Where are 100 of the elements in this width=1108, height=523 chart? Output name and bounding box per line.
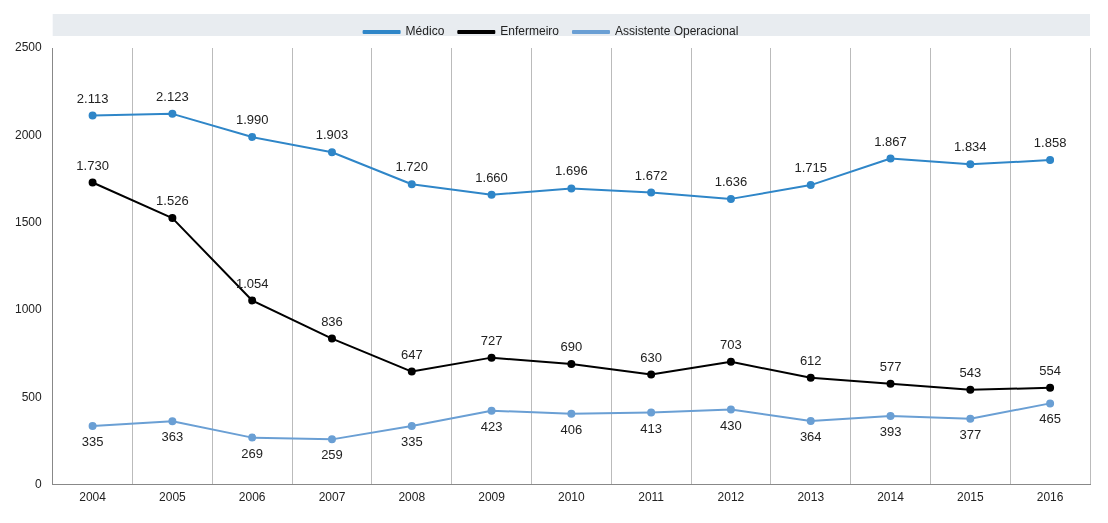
point bbox=[407, 180, 416, 189]
point bbox=[248, 296, 257, 305]
data-label: 647 bbox=[400, 346, 423, 362]
data-label: 1.858 bbox=[1033, 135, 1067, 151]
point bbox=[886, 379, 895, 388]
y-tick-label: 2000 bbox=[14, 127, 43, 142]
data-label: 1.715 bbox=[794, 160, 827, 176]
x-tick-label: 2014 bbox=[877, 490, 905, 505]
data-label: 554 bbox=[1039, 362, 1061, 378]
data-label: 364 bbox=[799, 429, 822, 445]
point bbox=[407, 367, 416, 376]
data-label: 612 bbox=[799, 352, 822, 368]
point bbox=[647, 408, 656, 417]
point bbox=[966, 385, 975, 394]
legend-label: Enfermeiro bbox=[500, 24, 560, 39]
x-tick-label: 2007 bbox=[318, 490, 346, 505]
point bbox=[726, 405, 735, 414]
data-label: 836 bbox=[321, 313, 343, 329]
x-tick-label: 2010 bbox=[558, 490, 586, 505]
data-label: 1.903 bbox=[315, 127, 349, 143]
data-label: 1.990 bbox=[235, 112, 269, 128]
data-label: 577 bbox=[879, 358, 902, 374]
point bbox=[1046, 383, 1055, 392]
data-label: 1.867 bbox=[874, 133, 907, 149]
point bbox=[567, 184, 576, 193]
x-tick-label: 2009 bbox=[478, 490, 506, 505]
point bbox=[487, 353, 496, 362]
point bbox=[248, 133, 257, 142]
point bbox=[567, 409, 576, 418]
point bbox=[327, 148, 336, 157]
point bbox=[886, 154, 895, 163]
data-label: 1.730 bbox=[76, 157, 109, 173]
point bbox=[168, 417, 177, 426]
data-label: 269 bbox=[241, 445, 264, 461]
data-label: 727 bbox=[480, 332, 503, 348]
point bbox=[647, 370, 656, 379]
data-label: 430 bbox=[720, 417, 742, 433]
point bbox=[806, 181, 815, 190]
x-tick-label: 2011 bbox=[638, 490, 665, 505]
data-label: 335 bbox=[400, 434, 423, 450]
x-tick-label: 2004 bbox=[79, 490, 107, 505]
point bbox=[88, 178, 97, 187]
data-label: 259 bbox=[321, 447, 343, 463]
x-tick-label: 2006 bbox=[238, 490, 266, 505]
data-label: 1.636 bbox=[714, 173, 748, 189]
legend-label: Assistente Operacional bbox=[614, 24, 739, 39]
point bbox=[1046, 156, 1055, 165]
point bbox=[726, 357, 735, 366]
point bbox=[806, 373, 815, 382]
data-label: 703 bbox=[720, 336, 742, 352]
data-label: 1.660 bbox=[475, 169, 508, 185]
point bbox=[88, 111, 97, 120]
data-label: 1.696 bbox=[555, 163, 588, 179]
data-label: 406 bbox=[560, 421, 583, 437]
data-label: 377 bbox=[959, 426, 982, 442]
point bbox=[88, 422, 97, 431]
y-tick-label: 1500 bbox=[14, 214, 43, 229]
data-label: 363 bbox=[161, 429, 184, 445]
x-tick-label: 2016 bbox=[1036, 490, 1064, 505]
point bbox=[487, 190, 496, 199]
data-label: 1.834 bbox=[954, 139, 987, 155]
data-label: 630 bbox=[640, 349, 662, 365]
point bbox=[1046, 399, 1055, 408]
data-label: 1.672 bbox=[634, 167, 668, 183]
point bbox=[327, 435, 336, 444]
y-tick-label: 500 bbox=[21, 389, 43, 404]
point bbox=[886, 411, 895, 420]
point bbox=[726, 194, 735, 203]
point bbox=[248, 433, 257, 442]
legend-label: Médico bbox=[405, 24, 445, 39]
x-tick-label: 2005 bbox=[159, 490, 187, 505]
point bbox=[567, 360, 576, 369]
data-label: 393 bbox=[879, 424, 902, 440]
data-label: 2.123 bbox=[156, 88, 189, 104]
x-tick-label: 2013 bbox=[797, 490, 825, 505]
point bbox=[407, 422, 416, 431]
x-tick-label: 2015 bbox=[956, 490, 984, 505]
point bbox=[168, 109, 177, 118]
point bbox=[487, 406, 496, 415]
data-label: 690 bbox=[560, 339, 583, 355]
point bbox=[168, 214, 177, 223]
point bbox=[806, 417, 815, 426]
data-label: 413 bbox=[640, 420, 662, 436]
data-label: 335 bbox=[81, 434, 104, 450]
data-label: 1.526 bbox=[156, 193, 189, 209]
data-label: 2.113 bbox=[76, 90, 109, 106]
x-tick-label: 2012 bbox=[717, 490, 745, 505]
y-tick-label: 1000 bbox=[14, 302, 43, 317]
point bbox=[966, 160, 975, 169]
data-label: 1.054 bbox=[235, 275, 269, 291]
data-label: 465 bbox=[1039, 411, 1061, 427]
x-tick-label: 2008 bbox=[398, 490, 426, 505]
data-label: 543 bbox=[959, 364, 982, 380]
point bbox=[327, 334, 336, 343]
point bbox=[966, 414, 975, 423]
y-tick-label: 2500 bbox=[14, 40, 43, 55]
point bbox=[647, 188, 656, 197]
data-label: 1.720 bbox=[395, 159, 429, 175]
data-label: 423 bbox=[480, 418, 503, 434]
y-tick-label: 0 bbox=[35, 476, 43, 491]
